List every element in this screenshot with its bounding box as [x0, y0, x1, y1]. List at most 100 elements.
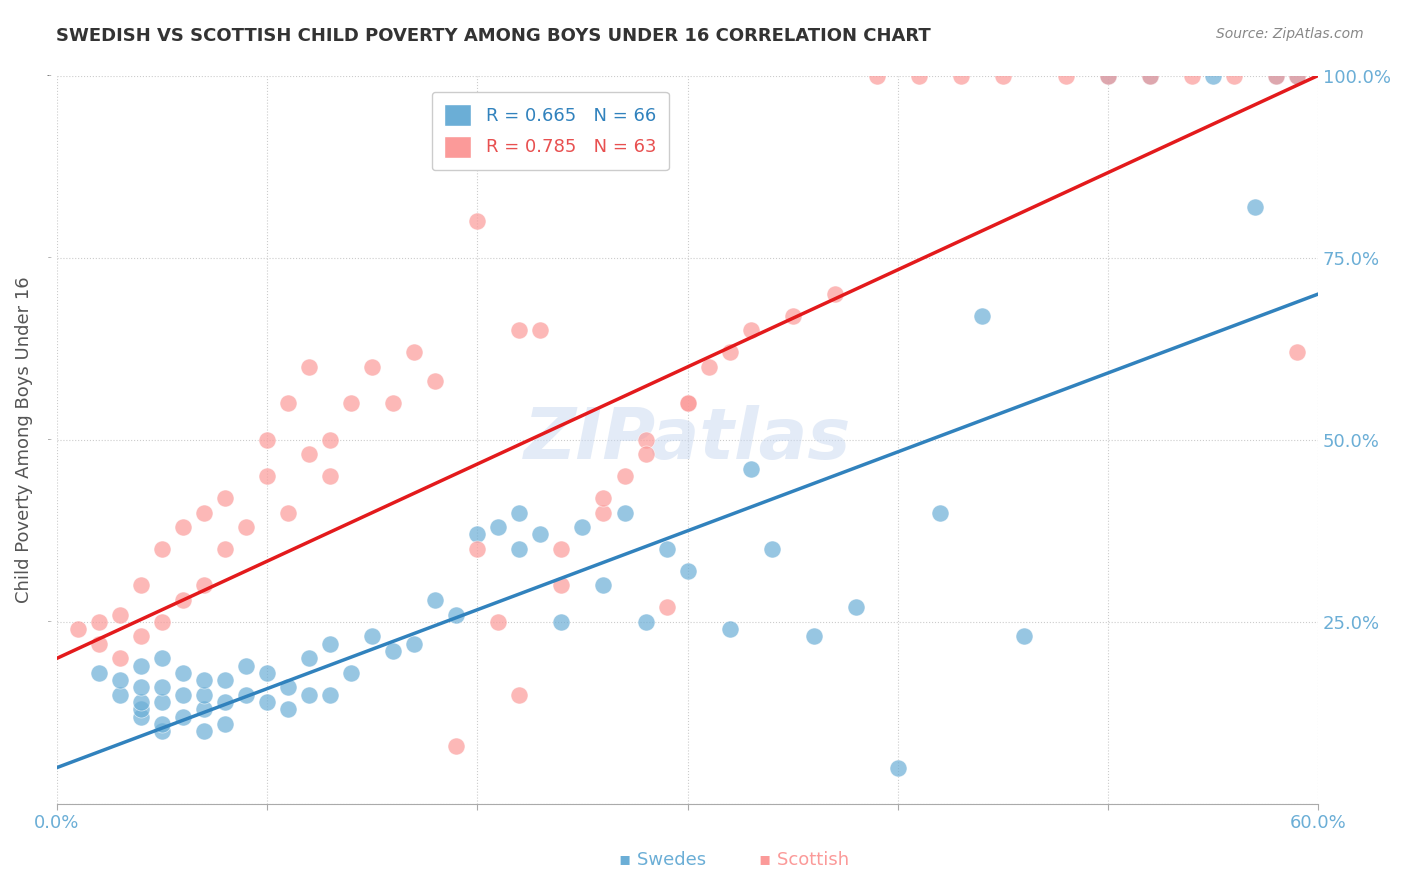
Point: [550, 541, 572, 556]
Point: [150, 724, 173, 739]
Point: [1054, 69, 1077, 83]
Point: [193, 724, 215, 739]
Point: [150, 615, 173, 629]
Point: [172, 709, 194, 723]
Point: [508, 688, 530, 702]
Point: [193, 673, 215, 687]
Point: [319, 688, 342, 702]
Point: [87, 615, 110, 629]
Point: [1223, 69, 1246, 83]
Point: [740, 323, 762, 337]
Point: [87, 665, 110, 680]
Point: [150, 695, 173, 709]
Point: [172, 520, 194, 534]
Point: [1139, 69, 1161, 83]
Point: [108, 607, 131, 622]
Point: [298, 688, 321, 702]
Point: [129, 681, 152, 695]
Point: [361, 359, 384, 374]
Point: [319, 469, 342, 483]
Point: [129, 629, 152, 643]
Point: [467, 541, 489, 556]
Point: [592, 506, 614, 520]
Point: [571, 520, 593, 534]
Point: [949, 69, 972, 83]
Point: [172, 593, 194, 607]
Point: [634, 615, 657, 629]
Y-axis label: Child Poverty Among Boys Under 16: Child Poverty Among Boys Under 16: [15, 277, 32, 603]
Point: [655, 541, 678, 556]
Point: [256, 433, 278, 447]
Point: [676, 564, 699, 578]
Point: [298, 359, 321, 374]
Point: [108, 651, 131, 665]
Point: [550, 615, 572, 629]
Point: [1012, 629, 1035, 643]
Point: [1286, 69, 1309, 83]
Point: [866, 69, 889, 83]
Point: [214, 541, 236, 556]
Point: [655, 600, 678, 615]
Point: [298, 447, 321, 461]
Point: [529, 323, 551, 337]
Point: [1139, 69, 1161, 83]
Point: [382, 396, 405, 410]
Point: [508, 323, 530, 337]
Point: [404, 345, 426, 359]
Point: [150, 541, 173, 556]
Point: [319, 637, 342, 651]
Point: [277, 396, 299, 410]
Point: [761, 541, 783, 556]
Point: [193, 506, 215, 520]
Point: [129, 702, 152, 716]
Point: [991, 69, 1014, 83]
Point: [1286, 69, 1309, 83]
Point: [361, 629, 384, 643]
Point: [129, 695, 152, 709]
Point: [129, 658, 152, 673]
Point: [150, 716, 173, 731]
Point: [425, 593, 447, 607]
Text: ▪ Scottish: ▪ Scottish: [759, 851, 849, 869]
Point: [256, 695, 278, 709]
Point: [676, 396, 699, 410]
Point: [529, 527, 551, 541]
Point: [298, 651, 321, 665]
Point: [446, 607, 468, 622]
Point: [718, 345, 741, 359]
Point: [172, 688, 194, 702]
Point: [592, 491, 614, 505]
Point: [425, 375, 447, 389]
Point: [1097, 69, 1119, 83]
Point: [277, 681, 299, 695]
Point: [550, 578, 572, 592]
Point: [340, 665, 363, 680]
Point: [87, 637, 110, 651]
Point: [740, 462, 762, 476]
Point: [486, 615, 509, 629]
Point: [803, 629, 825, 643]
Point: [467, 214, 489, 228]
Point: [150, 651, 173, 665]
Point: [676, 396, 699, 410]
Point: [970, 309, 993, 323]
Point: [1202, 69, 1225, 83]
Point: [404, 637, 426, 651]
Point: [319, 433, 342, 447]
Point: [907, 69, 929, 83]
Point: [129, 709, 152, 723]
Point: [1286, 345, 1309, 359]
Point: [214, 491, 236, 505]
Point: [782, 309, 804, 323]
Point: [235, 688, 257, 702]
Point: [718, 622, 741, 636]
Point: [486, 520, 509, 534]
Point: [214, 716, 236, 731]
Text: SWEDISH VS SCOTTISH CHILD POVERTY AMONG BOYS UNDER 16 CORRELATION CHART: SWEDISH VS SCOTTISH CHILD POVERTY AMONG …: [56, 27, 931, 45]
Point: [277, 506, 299, 520]
Point: [446, 739, 468, 753]
Point: [845, 600, 868, 615]
Text: ▪ Swedes: ▪ Swedes: [619, 851, 706, 869]
Point: [193, 688, 215, 702]
Point: [824, 287, 846, 301]
